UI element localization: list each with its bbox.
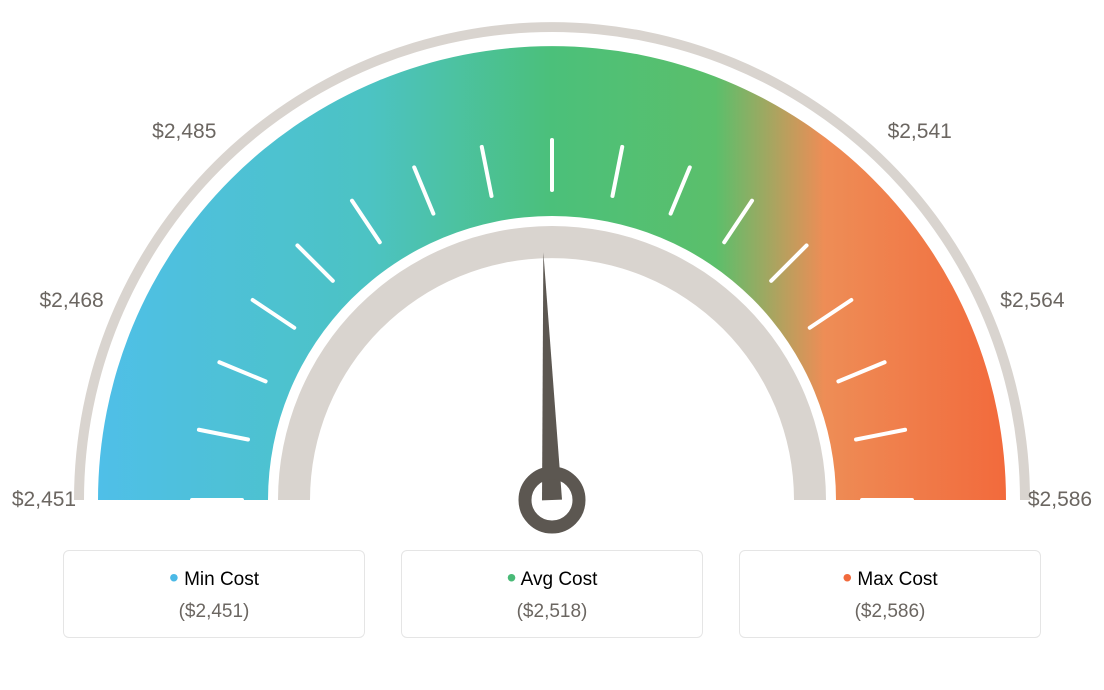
gauge-tick-label: $2,485 xyxy=(152,120,216,144)
gauge-tick-label: $2,451 xyxy=(12,488,76,512)
gauge-tick-label: $2,541 xyxy=(888,120,952,144)
min-cost-value: ($2,451) xyxy=(64,601,364,623)
gauge-svg xyxy=(0,0,1104,540)
cost-gauge: $2,451$2,468$2,485$2,518$2,541$2,564$2,5… xyxy=(0,0,1104,540)
gauge-tick-label: $2,564 xyxy=(1000,289,1064,313)
min-bullet-icon: • xyxy=(169,562,179,593)
avg-cost-label: Avg Cost xyxy=(521,569,598,590)
max-cost-title: • Max Cost xyxy=(740,569,1040,591)
avg-cost-card: • Avg Cost ($2,518) xyxy=(401,550,703,638)
gauge-tick-label: $2,468 xyxy=(39,289,103,313)
max-cost-card: • Max Cost ($2,586) xyxy=(739,550,1041,638)
max-cost-value: ($2,586) xyxy=(740,601,1040,623)
avg-cost-value: ($2,518) xyxy=(402,601,702,623)
min-cost-card: • Min Cost ($2,451) xyxy=(63,550,365,638)
min-cost-title: • Min Cost xyxy=(64,569,364,591)
gauge-tick-label: $2,586 xyxy=(1028,488,1092,512)
min-cost-label: Min Cost xyxy=(184,569,259,590)
max-bullet-icon: • xyxy=(842,562,852,593)
avg-cost-title: • Avg Cost xyxy=(402,569,702,591)
max-cost-label: Max Cost xyxy=(857,569,937,590)
summary-cards: • Min Cost ($2,451) • Avg Cost ($2,518) … xyxy=(0,550,1104,638)
avg-bullet-icon: • xyxy=(507,562,517,593)
